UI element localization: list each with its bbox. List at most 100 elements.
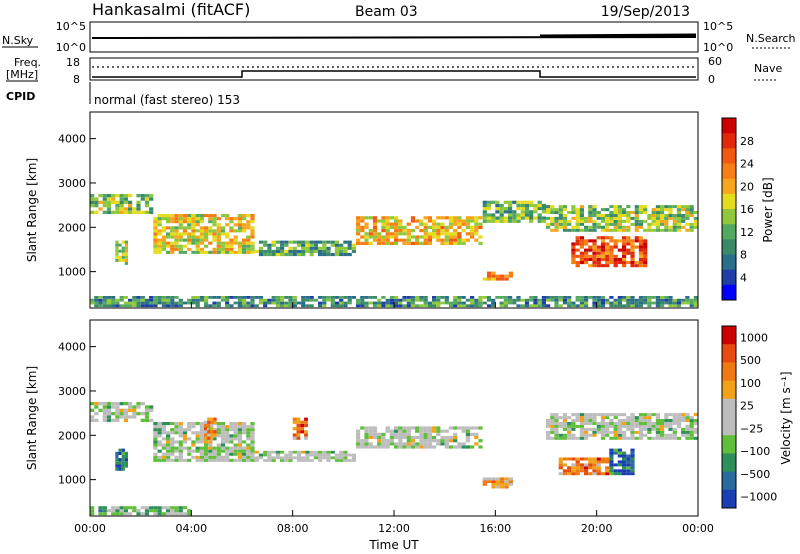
heatmap-cell xyxy=(216,296,221,299)
heatmap-cell xyxy=(394,225,399,229)
heatmap-cell xyxy=(246,446,251,450)
heatmap-cell xyxy=(301,450,306,454)
heatmap-cell xyxy=(546,424,551,428)
heatmap-cell xyxy=(284,459,289,462)
heatmap-cell xyxy=(588,419,593,422)
heatmap-cell xyxy=(495,216,500,220)
heatmap-cell xyxy=(655,298,660,302)
heatmap-cell xyxy=(499,301,504,305)
heatmap-cell xyxy=(94,301,99,305)
heatmap-cell xyxy=(119,408,124,412)
heatmap-cell xyxy=(550,298,555,302)
heatmap-cell xyxy=(579,239,584,243)
heatmap-cell xyxy=(102,402,107,406)
heatmap-cell xyxy=(609,211,614,214)
heatmap-cell xyxy=(609,214,614,217)
heatmap-cell xyxy=(406,442,411,446)
heatmap-cell xyxy=(600,296,606,299)
heatmap-cell xyxy=(626,219,631,223)
heatmap-cell xyxy=(562,457,568,461)
heatmap-cell xyxy=(575,416,580,420)
heatmap-cell xyxy=(94,298,99,302)
heatmap-cell xyxy=(588,248,593,252)
heatmap-cell xyxy=(605,264,610,268)
heatmap-cell xyxy=(571,301,576,305)
heatmap-cell xyxy=(170,232,175,236)
heatmap-cell xyxy=(554,433,559,437)
heatmap-cell xyxy=(638,239,644,243)
heatmap-cell xyxy=(482,477,487,481)
heatmap-cell xyxy=(508,216,513,220)
heatmap-cell xyxy=(187,226,192,230)
heatmap-cell xyxy=(579,216,584,220)
heatmap-cell xyxy=(242,304,247,308)
heatmap-cell xyxy=(178,458,183,462)
heatmap-cell xyxy=(157,425,162,429)
heatmap-cell xyxy=(267,246,272,250)
heatmap-cell xyxy=(216,244,221,248)
heatmap-cell xyxy=(474,426,479,430)
heatmap-cell xyxy=(102,405,107,409)
heatmap-cell xyxy=(263,243,268,247)
heatmap-cell xyxy=(216,301,221,305)
heatmap-cell xyxy=(229,422,234,426)
heatmap-cell xyxy=(204,458,209,462)
heatmap-cell xyxy=(444,296,449,299)
heatmap-cell xyxy=(170,506,175,510)
heatmap-cell xyxy=(613,436,618,440)
heatmap-cell xyxy=(402,225,407,229)
heatmap-cell xyxy=(118,458,122,462)
heatmap-cell xyxy=(651,427,656,431)
heatmap-cell xyxy=(292,427,297,431)
heatmap-cell xyxy=(123,194,128,198)
heatmap-cell xyxy=(617,463,622,467)
heatmap-cell xyxy=(170,247,175,251)
heatmap-cell xyxy=(592,296,597,299)
heatmap-cell xyxy=(347,253,352,257)
heatmap-cell xyxy=(617,225,622,229)
heatmap-cell xyxy=(453,229,458,233)
heatmap-cell xyxy=(575,463,580,467)
heatmap-cell xyxy=(385,439,390,443)
heatmap-cell xyxy=(588,216,593,220)
heatmap-cell xyxy=(263,240,268,244)
heatmap-cell xyxy=(470,301,475,305)
heatmap-cell xyxy=(482,301,487,305)
heatmap-cell xyxy=(575,424,580,428)
heatmap-cell xyxy=(668,296,673,299)
heatmap-cell xyxy=(474,219,479,223)
heatmap-cell xyxy=(693,430,698,434)
heatmap-cell xyxy=(233,446,238,450)
heatmap-cell xyxy=(558,205,563,209)
heatmap-cell xyxy=(402,432,407,436)
heatmap-cell xyxy=(124,461,128,465)
colorbar-tick-label: 20 xyxy=(740,180,754,193)
heatmap-cell xyxy=(622,451,627,455)
heatmap-cell xyxy=(584,466,589,470)
heatmap-cell xyxy=(225,298,230,302)
heatmap-cell xyxy=(368,429,373,433)
heatmap-cell xyxy=(605,216,610,220)
heatmap-cell xyxy=(634,261,639,265)
heatmap-cell xyxy=(207,420,211,424)
heatmap-cell xyxy=(360,296,365,299)
heatmap-cell xyxy=(334,253,340,257)
heatmap-cell xyxy=(225,446,230,450)
heatmap-cell xyxy=(119,402,124,406)
heatmap-cell xyxy=(634,436,639,440)
heatmap-cell xyxy=(537,298,542,302)
heatmap-cell xyxy=(300,427,305,431)
heatmap-cell xyxy=(212,301,217,305)
heatmap-cell xyxy=(284,456,289,460)
heatmap-cell xyxy=(199,455,204,459)
heatmap-cell xyxy=(237,296,242,299)
heatmap-cell xyxy=(457,241,462,245)
heatmap-cell xyxy=(617,248,622,252)
heatmap-cell xyxy=(406,445,411,449)
heatmap-cell xyxy=(237,304,242,308)
heatmap-cell xyxy=(199,458,204,462)
heatmap-cell xyxy=(533,304,538,308)
heatmap-cell xyxy=(220,458,226,462)
heatmap-cell xyxy=(588,205,593,209)
heatmap-cell xyxy=(579,463,584,467)
